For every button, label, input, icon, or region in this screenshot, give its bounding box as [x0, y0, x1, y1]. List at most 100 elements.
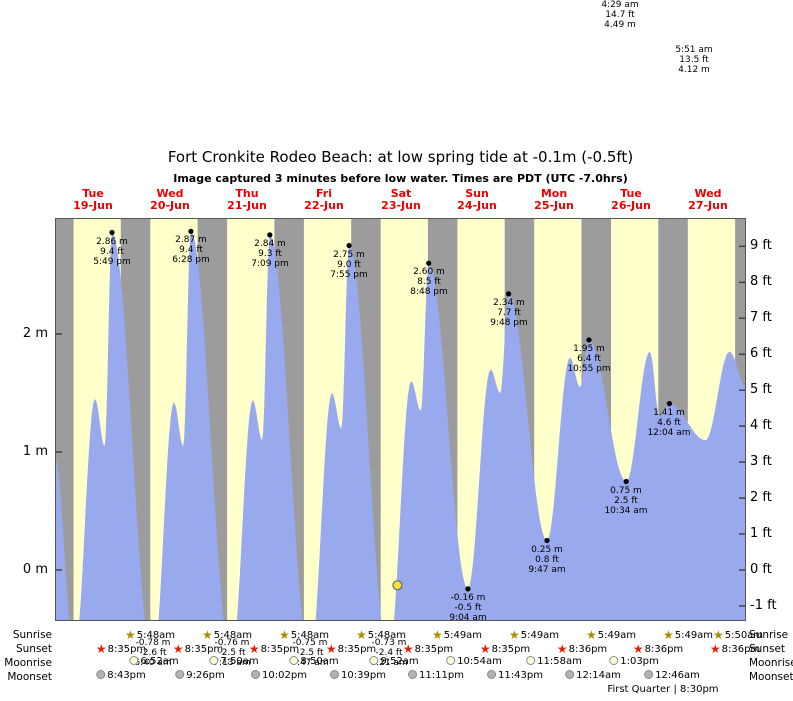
sunset-entry: ★8:36pm	[557, 642, 607, 656]
sunset-star-icon: ★	[95, 642, 107, 656]
tide-annotation-line: 9.4 ft	[179, 245, 203, 255]
low-tide-annotation: -0.73 m -2.4 ft 8:21 am	[351, 638, 427, 668]
sunset-entry: ★8:35pm	[249, 642, 299, 656]
sunrise-star-icon: ★	[278, 628, 290, 642]
sunrise-star-icon: ★	[201, 628, 213, 642]
moonset-time: 8:43pm	[107, 670, 146, 681]
sunset-star-icon: ★	[556, 642, 568, 656]
high-tide-annotation: 2.87 m 9.4 ft 6:28 pm	[153, 235, 229, 265]
sunrise-star-icon: ★	[585, 628, 597, 642]
tide-annotation-line: -2.5 ft	[218, 648, 246, 658]
tide-annotation-line: 9.4 ft	[100, 247, 124, 257]
sunset-star-icon: ★	[248, 642, 260, 656]
moonset-icon	[487, 670, 497, 679]
sunrise-time: 5:48am	[290, 630, 330, 641]
moon-phase-note: First Quarter | 8:30pm	[607, 684, 719, 695]
y-axis-right-label: 2 ft	[750, 490, 772, 505]
low-tide-annotation: -0.75 m -2.5 ft 7:47 am	[272, 638, 348, 668]
moonset-icon	[408, 670, 418, 679]
moonrise-entry: 9:52am	[369, 656, 419, 667]
tide-annotation-line: 7:55 pm	[330, 270, 368, 280]
day-label: Tue 26-Jun	[593, 188, 669, 212]
day-label-date: 23-Jun	[381, 199, 421, 212]
moonrise-icon	[609, 656, 619, 665]
tide-extreme-dot	[666, 401, 673, 407]
day-label-weekday: Mon	[540, 187, 568, 200]
sunrise-time: 5:49am	[674, 630, 714, 641]
tide-annotation-line: 4.49 m	[604, 20, 636, 30]
sunrise-entry: ★5:48am	[202, 628, 252, 642]
tide-annotation-line: 0.25 m	[531, 545, 563, 555]
sunrise-star-icon: ★	[508, 628, 520, 642]
moonset-icon	[644, 670, 654, 679]
day-label-date: 21-Jun	[227, 199, 267, 212]
day-label: Fri 22-Jun	[286, 188, 362, 212]
day-label: Sun 24-Jun	[439, 188, 515, 212]
sunrise-star-icon: ★	[124, 628, 136, 642]
tide-annotation-line: 1.41 m	[653, 408, 685, 418]
moonset-row-label-right: Moonset	[749, 671, 793, 683]
moonset-entry: 12:46am	[644, 670, 700, 681]
day-label: Wed 27-Jun	[670, 188, 746, 212]
tide-annotation-line: -0.76 m	[214, 638, 250, 648]
moonset-time: 10:39pm	[341, 670, 386, 681]
tide-annotation-line: 13.5 ft	[679, 55, 709, 65]
tide-annotation-line: 9.3 ft	[258, 249, 282, 259]
sunrise-time: 5:48am	[367, 630, 407, 641]
sunrise-time: 5:48am	[136, 630, 176, 641]
moonset-time: 11:11pm	[419, 670, 464, 681]
day-label: Wed 20-Jun	[132, 188, 208, 212]
day-label-date: 24-Jun	[457, 199, 497, 212]
tide-extreme-dot	[109, 229, 115, 236]
sunrise-entry: ★5:49am	[509, 628, 559, 642]
day-label-date: 27-Jun	[688, 199, 728, 212]
moonrise-time: 11:58am	[537, 656, 582, 667]
moonrise-entry: 7:50am	[209, 656, 259, 667]
low-tide-annotation: -0.76 m -2.5 ft 7:13 am	[194, 638, 270, 668]
sunset-star-icon: ★	[402, 642, 414, 656]
sunset-time: 8:35pm	[107, 644, 147, 655]
current-time-marker	[392, 580, 403, 591]
y-axis-right-label: 5 ft	[750, 382, 772, 397]
day-label: Sat 23-Jun	[363, 188, 439, 212]
sunrise-entry: ★5:49am	[586, 628, 636, 642]
moonset-icon	[251, 670, 261, 679]
day-label-weekday: Sat	[390, 187, 412, 200]
high-tide-annotation: 1.41 m 4.6 ft 12:04 am	[631, 408, 707, 438]
y-axis-left-label: 2 m	[22, 326, 48, 341]
moonset-time: 10:02pm	[262, 670, 307, 681]
tide-annotation-line: 7:47 am	[291, 658, 329, 668]
sunset-time: 8:35pm	[184, 644, 224, 655]
tide-annotation-line: 8:48 pm	[410, 287, 448, 297]
tide-annotation-line: 6.4 ft	[577, 354, 601, 364]
tide-annotation-line: -0.75 m	[292, 638, 328, 648]
chart-border	[55, 218, 746, 621]
moonrise-time: 9:52am	[380, 656, 419, 667]
sunrise-entry: ★5:49am	[663, 628, 713, 642]
sunset-row-label-right: Sunset	[749, 643, 786, 655]
y-axis-left-label: 0 m	[22, 562, 48, 577]
tide-extreme-dot	[188, 228, 194, 234]
tide-annotation-line: 2.87 m	[175, 235, 207, 245]
tide-extreme-dot	[544, 537, 550, 544]
day-label-date: 26-Jun	[611, 199, 651, 212]
tide-annotation-line: 9:47 am	[528, 565, 566, 575]
tide-annotation-line: 14.7 ft	[605, 10, 635, 20]
tide-annotation-line: 8.5 ft	[417, 277, 441, 287]
sunset-entry: ★8:35pm	[403, 642, 453, 656]
day-label-weekday: Sun	[465, 187, 489, 200]
moonset-row-label-left: Moonset	[7, 671, 52, 683]
tide-annotation-line: 6:28 pm	[172, 255, 210, 265]
day-label-weekday: Wed	[156, 187, 184, 200]
sunset-entry: ★8:36pm	[633, 642, 683, 656]
sunset-time: 8:36pm	[568, 644, 608, 655]
tide-annotation-line: 2.84 m	[254, 239, 286, 249]
tide-annotation-line: 9:04 am	[449, 613, 487, 623]
moonrise-entry: 11:58am	[526, 656, 582, 667]
sunrise-star-icon: ★	[662, 628, 674, 642]
y-axis-right-label: 9 ft	[750, 238, 772, 253]
tide-annotation-line: 9.0 ft	[337, 260, 361, 270]
sunset-time: 8:36pm	[721, 644, 761, 655]
tide-annotation-line: -2.4 ft	[375, 648, 403, 658]
